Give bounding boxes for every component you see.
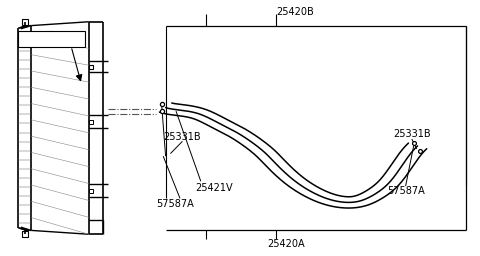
Text: 25420B: 25420B [276,6,314,17]
FancyBboxPatch shape [18,31,85,47]
Text: REF. 25-253: REF. 25-253 [24,35,79,44]
Text: 57587A: 57587A [387,186,424,196]
Text: 25420A: 25420A [267,239,304,250]
Text: 25331B: 25331B [393,129,431,140]
Text: 25331B: 25331B [164,132,201,142]
Text: 25421V: 25421V [195,183,232,193]
Text: 57587A: 57587A [156,198,194,209]
